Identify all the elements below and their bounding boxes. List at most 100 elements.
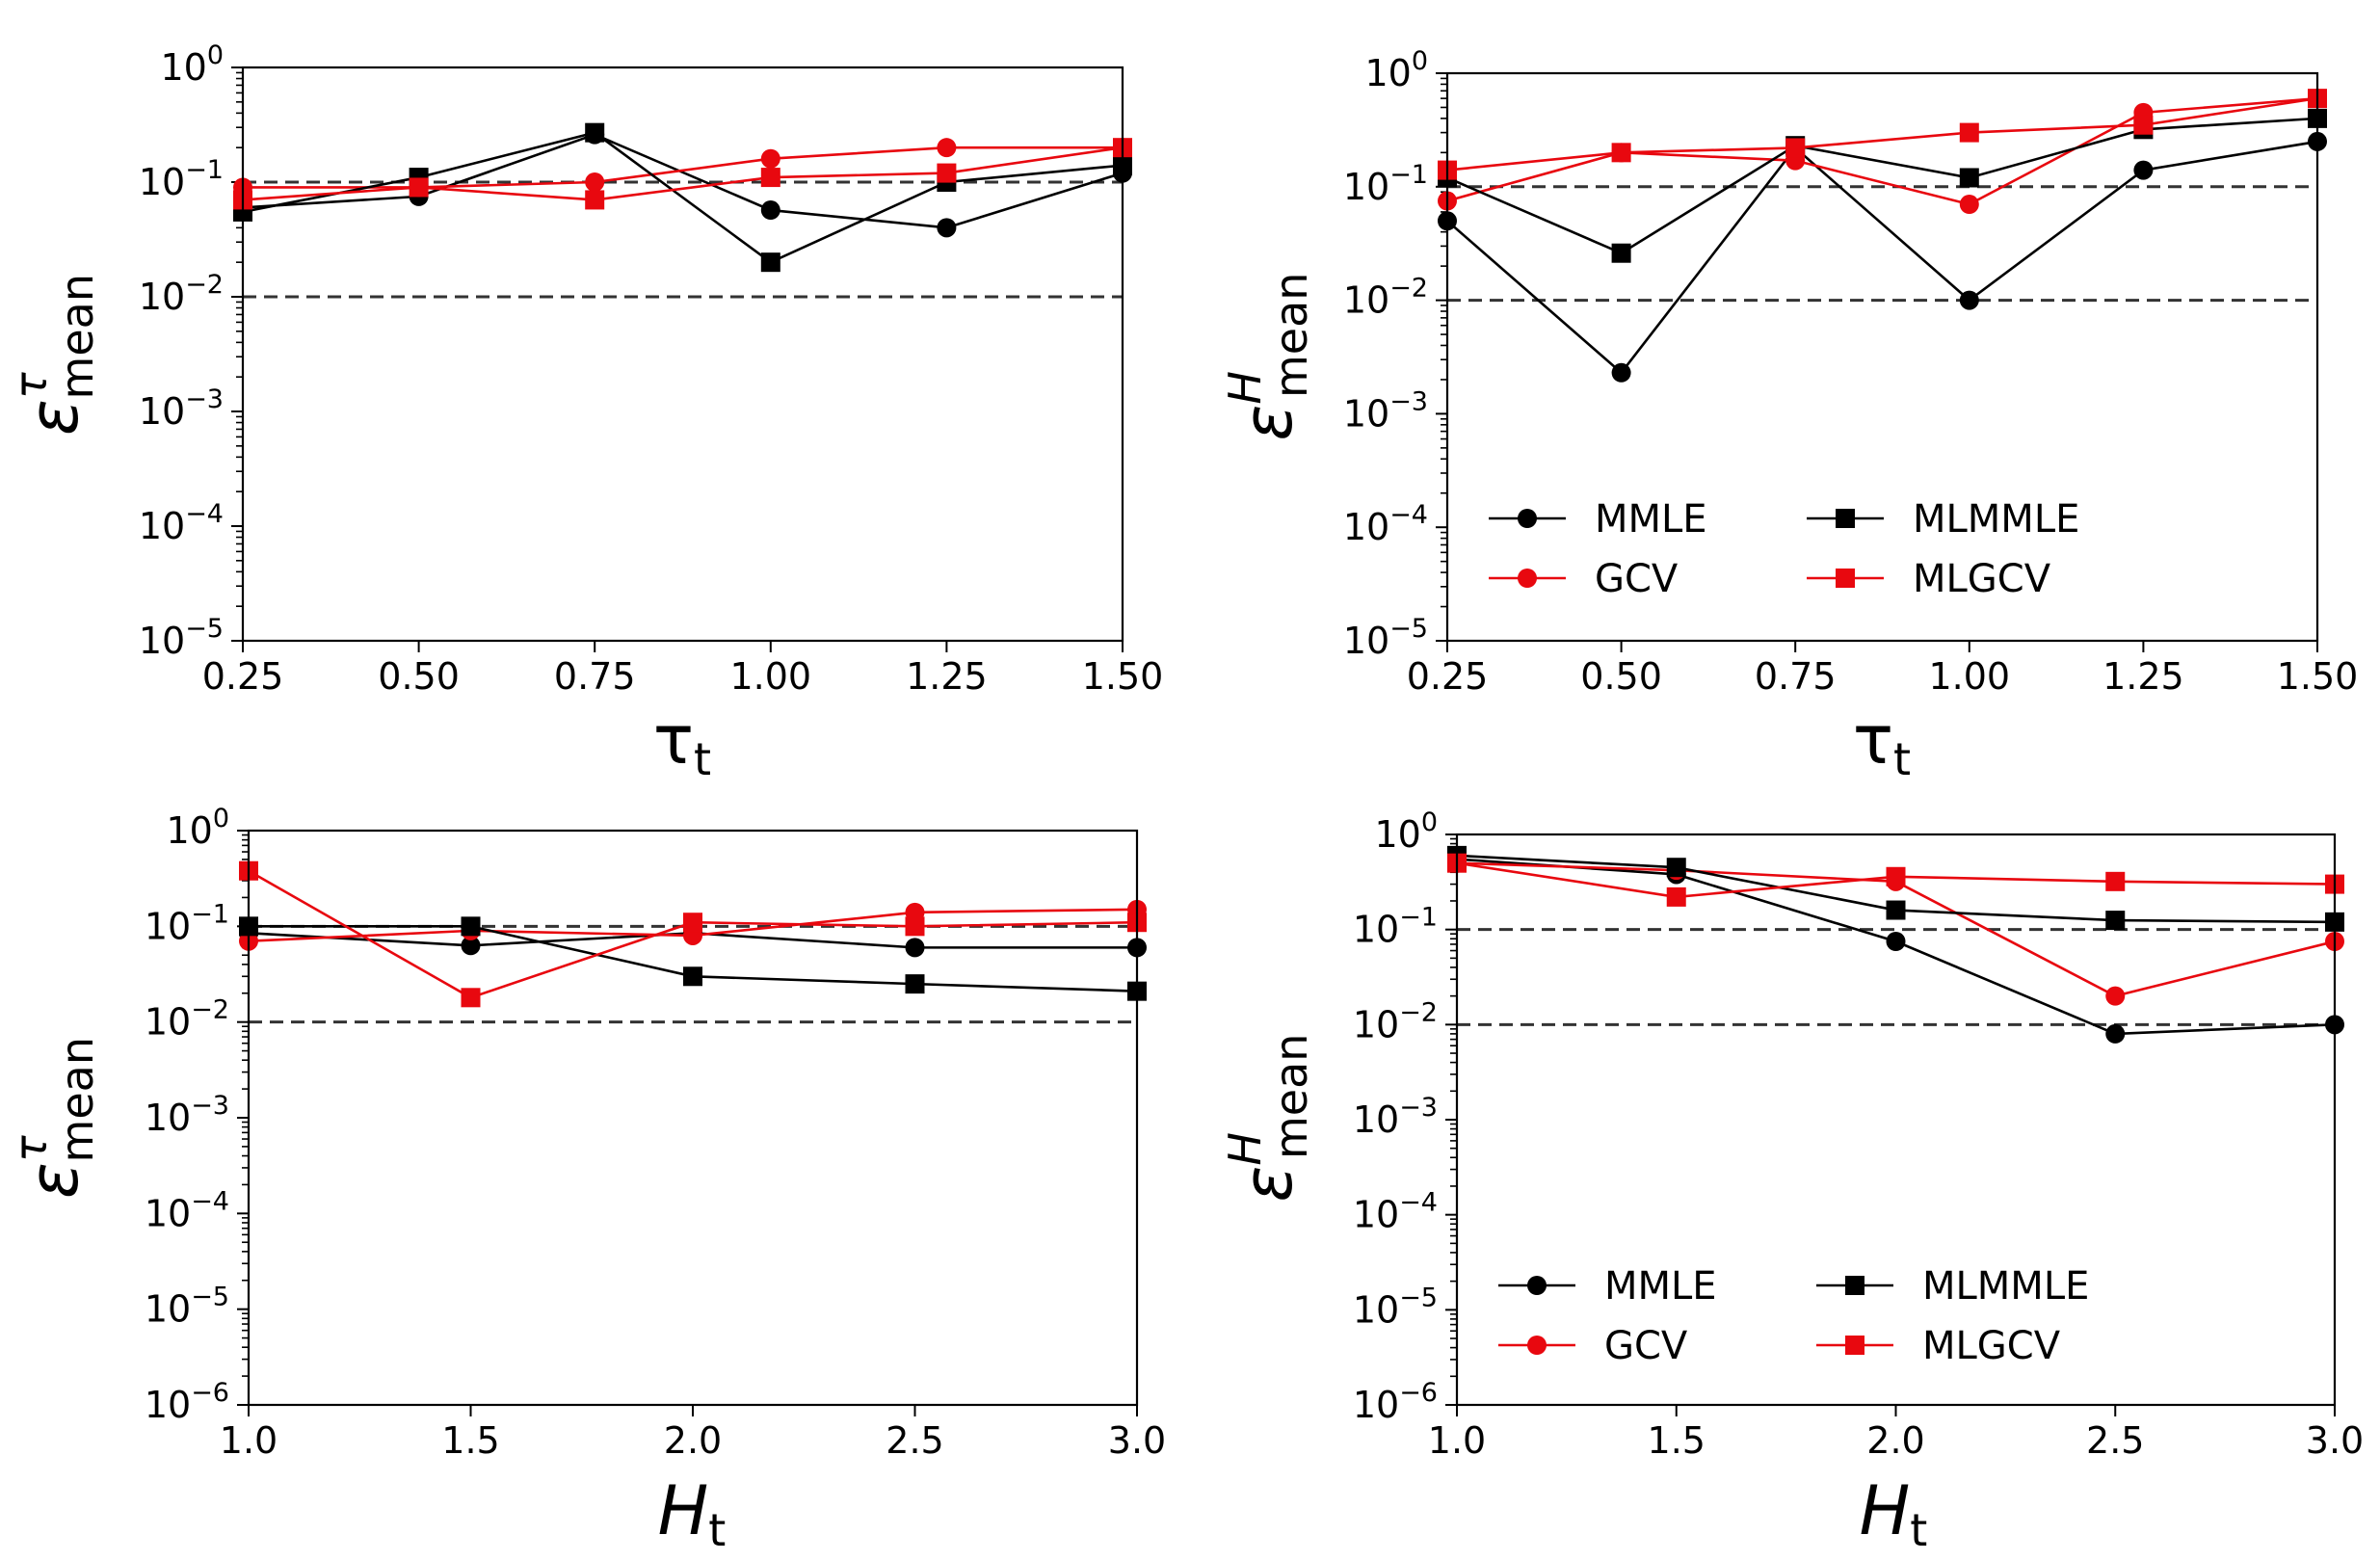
panel-top-left: 10−5 10−4 10−3 10−2 10−1 100 0.25 0.50 0.75 1.00 1…	[5, 40, 1163, 785]
y-tick-label: 10−3	[145, 1091, 229, 1139]
data-point-mmle	[937, 218, 957, 238]
y-axis-label: ετmean	[5, 1037, 103, 1199]
y-tick-label: 100	[1374, 807, 1438, 856]
y-tick-label: 10−5	[145, 1283, 229, 1331]
data-point-mlgcv	[905, 916, 925, 937]
legend-marker-mlmmle	[1845, 1276, 1864, 1295]
y-tick-label: 100	[1364, 46, 1428, 94]
legend-label-gcv: GCV	[1604, 1324, 1688, 1368]
data-point-mlgcv	[683, 913, 702, 933]
series-line-mlmmle	[242, 131, 1124, 264]
x-tick-label: 0.50	[1580, 655, 1662, 698]
legend-label-mlmmle: MLMMLE	[1913, 497, 2079, 542]
legend-label-mlgcv: MLGCV	[1913, 557, 2051, 601]
data-point-mlgcv	[461, 988, 481, 1008]
x-tick-label: 1.5	[1648, 1419, 1706, 1462]
y-tick-label: 10−3	[1353, 1093, 1438, 1141]
data-point-mlmmle	[1666, 858, 1686, 878]
legend-label-gcv: GCV	[1595, 557, 1679, 601]
x-tick-label: 0.75	[1755, 655, 1837, 698]
data-point-mlmmle	[1886, 900, 1906, 920]
y-tick-label: 10−6	[1353, 1378, 1438, 1426]
x-tick-label: 1.25	[2102, 655, 2184, 698]
data-point-mmle	[1959, 290, 1979, 310]
data-point-mlgcv	[585, 190, 605, 210]
y-tick-label: 10−3	[139, 384, 224, 433]
data-point-gcv	[937, 138, 957, 158]
y-tick-label: 10−4	[1343, 500, 1428, 548]
y-axis-label: ετmean	[5, 274, 103, 436]
series-line-gcv	[243, 146, 1123, 189]
x-tick-label: 0.50	[378, 655, 460, 698]
series-line-mlgcv	[242, 146, 1124, 201]
data-point-mmle	[760, 200, 780, 221]
data-point-gcv	[585, 172, 605, 192]
data-point-mlmmle	[585, 122, 605, 143]
series-line-gcv	[1446, 96, 2318, 206]
y-tick-label: 10−1	[1343, 160, 1428, 208]
data-point-mlgcv	[409, 177, 429, 198]
x-tick-label: 3.0	[1108, 1419, 1166, 1462]
data-point-mlmmle	[683, 966, 702, 987]
data-point-mmle	[2133, 160, 2154, 180]
x-tick-label: 1.00	[1928, 655, 2010, 698]
x-tick-label: 1.50	[1082, 655, 1164, 698]
legend-marker-mlmmle	[1836, 509, 1855, 528]
data-point-mlgcv	[1611, 143, 1631, 163]
y-tick-label: 10−4	[1353, 1188, 1438, 1236]
legend: MMLE GCV MLMMLE MLGCV	[1498, 1264, 2089, 1368]
data-point-mmle	[461, 936, 481, 956]
y-tick-label: 10−1	[145, 899, 229, 947]
y-axis-label: εHmean	[1219, 1034, 1317, 1203]
x-tick-label: 1.5	[441, 1419, 499, 1462]
legend-label-mlgcv: MLGCV	[1922, 1324, 2061, 1368]
plot-frame	[241, 66, 1124, 643]
y-tick-label: 10−4	[139, 499, 224, 547]
y-tick-label: 100	[160, 40, 224, 89]
data-point-mlgcv	[1959, 122, 1979, 143]
y-tick-label: 100	[166, 804, 229, 852]
x-tick-label: 1.25	[906, 655, 988, 698]
plot-frame	[1445, 71, 2319, 643]
legend-marker-mmle	[1527, 1276, 1547, 1295]
data-point-mlmmle	[461, 916, 481, 937]
panel-top-right: 10−5 10−4 10−3 10−2 10−1 100 0.25 0.50 0.75 1.00 1…	[1219, 46, 2358, 785]
data-point-mlmmle	[2105, 911, 2126, 931]
series-line-mmle	[242, 133, 1124, 229]
y-tick-label: 10−5	[139, 614, 224, 662]
x-tick-label: 1.50	[2277, 655, 2359, 698]
legend-label-mmle: MMLE	[1595, 497, 1707, 542]
y-tick-label: 10−6	[145, 1378, 229, 1426]
series-line-mlgcv	[1446, 96, 2318, 172]
data-point-mlmmle	[905, 974, 925, 994]
panel-bottom-left: 10−6 10−5 10−4 10−3 10−2 10−1 100 1.0 1.5 2.0 2.5 3…	[5, 804, 1166, 1556]
x-axis-label: Ht	[658, 1471, 727, 1556]
x-tick-label: 0.75	[554, 655, 636, 698]
data-point-mlgcv	[760, 168, 780, 188]
data-point-gcv	[760, 148, 780, 169]
data-point-mlgcv	[2105, 871, 2126, 891]
y-tick-label: 10−1	[139, 155, 224, 203]
panel-bottom-right: 10−6 10−5 10−4 10−3 10−2 10−1 100 1.0 1.5 2.0 2.5 3…	[1219, 807, 2364, 1556]
y-tick-label: 10−2	[1343, 274, 1428, 322]
series-line-mmle	[1446, 140, 2318, 375]
y-tick-label: 10−2	[139, 270, 224, 318]
y-tick-label: 10−4	[145, 1186, 229, 1234]
data-point-gcv	[2105, 986, 2126, 1006]
legend-marker-gcv	[1518, 569, 1537, 588]
legend-marker-mlgcv	[1836, 569, 1855, 588]
data-point-mlmmle	[1611, 243, 1631, 263]
y-tick-label: 10−3	[1343, 386, 1428, 435]
data-point-mlgcv	[1886, 866, 1906, 886]
legend-marker-mmle	[1518, 509, 1537, 528]
data-point-mmle	[1611, 362, 1631, 383]
x-tick-label: 3.0	[2306, 1419, 2364, 1462]
x-axis-label: τt	[653, 701, 711, 785]
data-point-gcv	[1959, 195, 1979, 215]
y-tick-label: 10−2	[1353, 997, 1438, 1045]
x-axis-label: Ht	[1860, 1471, 1928, 1556]
y-tick-label: 10−1	[1353, 903, 1438, 951]
data-point-mlmmle	[1959, 168, 1979, 188]
y-axis-label: εHmean	[1219, 273, 1317, 441]
x-tick-label: 1.0	[220, 1419, 278, 1462]
